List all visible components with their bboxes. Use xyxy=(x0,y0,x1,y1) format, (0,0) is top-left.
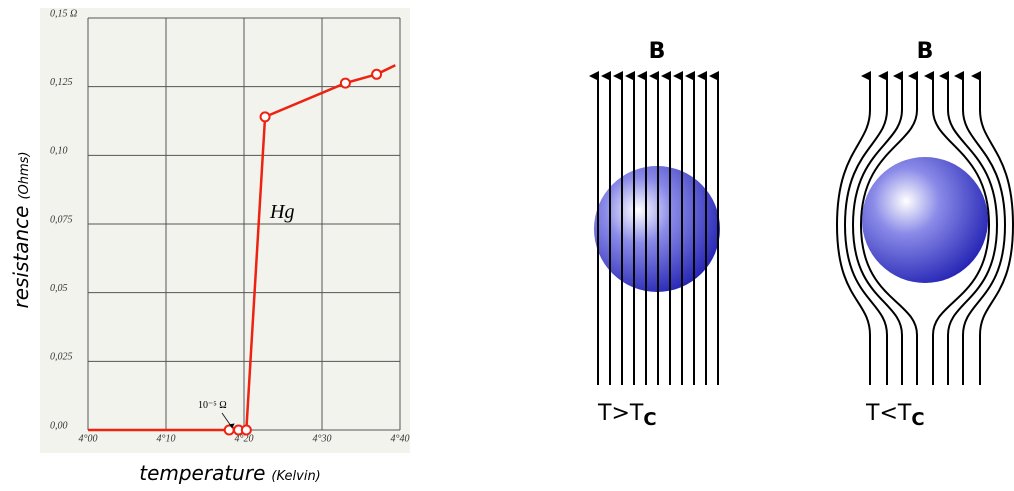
annotation: 10⁻⁵ Ω xyxy=(198,400,227,411)
y-tick-label: 0,075 xyxy=(50,214,73,225)
y-tick-label: 0,10 xyxy=(50,146,68,157)
field-line xyxy=(843,71,888,385)
paper xyxy=(40,8,410,453)
y-tick-label: 0,025 xyxy=(50,352,73,363)
field-lines xyxy=(835,71,1014,385)
sphere-superconducting xyxy=(862,157,988,283)
y-tick-label: 0,00 xyxy=(50,420,68,431)
annotation-arrow xyxy=(221,412,235,429)
diagram: B B T>TC T<TC xyxy=(589,39,1014,430)
y-unit: (Ohms) xyxy=(17,151,32,199)
x-unit: (Kelvin) xyxy=(271,469,320,484)
x-tick-label: 4°30 xyxy=(313,433,332,444)
x-tick-label: 4°00 xyxy=(79,433,98,444)
x-tick-label: 4°40 xyxy=(391,433,410,444)
y-tick-label: 0,05 xyxy=(50,283,68,294)
annotation: Hg xyxy=(269,201,294,223)
y-tick-label: 0,15 Ω xyxy=(50,8,77,19)
condition-label: T>TC xyxy=(597,401,657,430)
chart: 0,00 0,025 0,05 0,075 0,10 0,125 0,15 Ω 4°00 4°1… xyxy=(50,8,410,444)
field-lines xyxy=(589,71,719,385)
y-tick-label: 0,125 xyxy=(50,77,73,88)
condition: T>T xyxy=(597,401,644,426)
data-point xyxy=(371,68,383,80)
condition: T<T xyxy=(865,401,912,426)
subscript: C xyxy=(911,409,924,430)
data-point xyxy=(223,424,235,436)
field-line xyxy=(954,71,1007,385)
data-point xyxy=(259,111,271,123)
field-line xyxy=(924,71,991,385)
data-point xyxy=(240,424,252,436)
x-axis-label: temperature (Kelvin) xyxy=(139,461,321,485)
data-point xyxy=(339,77,351,89)
field-line xyxy=(971,71,1014,385)
field-label: B xyxy=(649,39,666,64)
field-line xyxy=(851,71,903,385)
x-tick-label: 4°20 xyxy=(235,433,254,444)
y-axis-label: resistance (Ohms) xyxy=(9,151,33,308)
field-line xyxy=(939,71,999,385)
condition-label: T<TC xyxy=(865,401,925,430)
field-line xyxy=(835,71,871,385)
y-label: resistance xyxy=(9,206,33,309)
field-label: B xyxy=(917,39,934,64)
field-line xyxy=(859,71,918,385)
x-tick-label: 4°10 xyxy=(157,433,176,444)
subscript: C xyxy=(643,409,656,430)
x-label: temperature xyxy=(139,461,265,485)
